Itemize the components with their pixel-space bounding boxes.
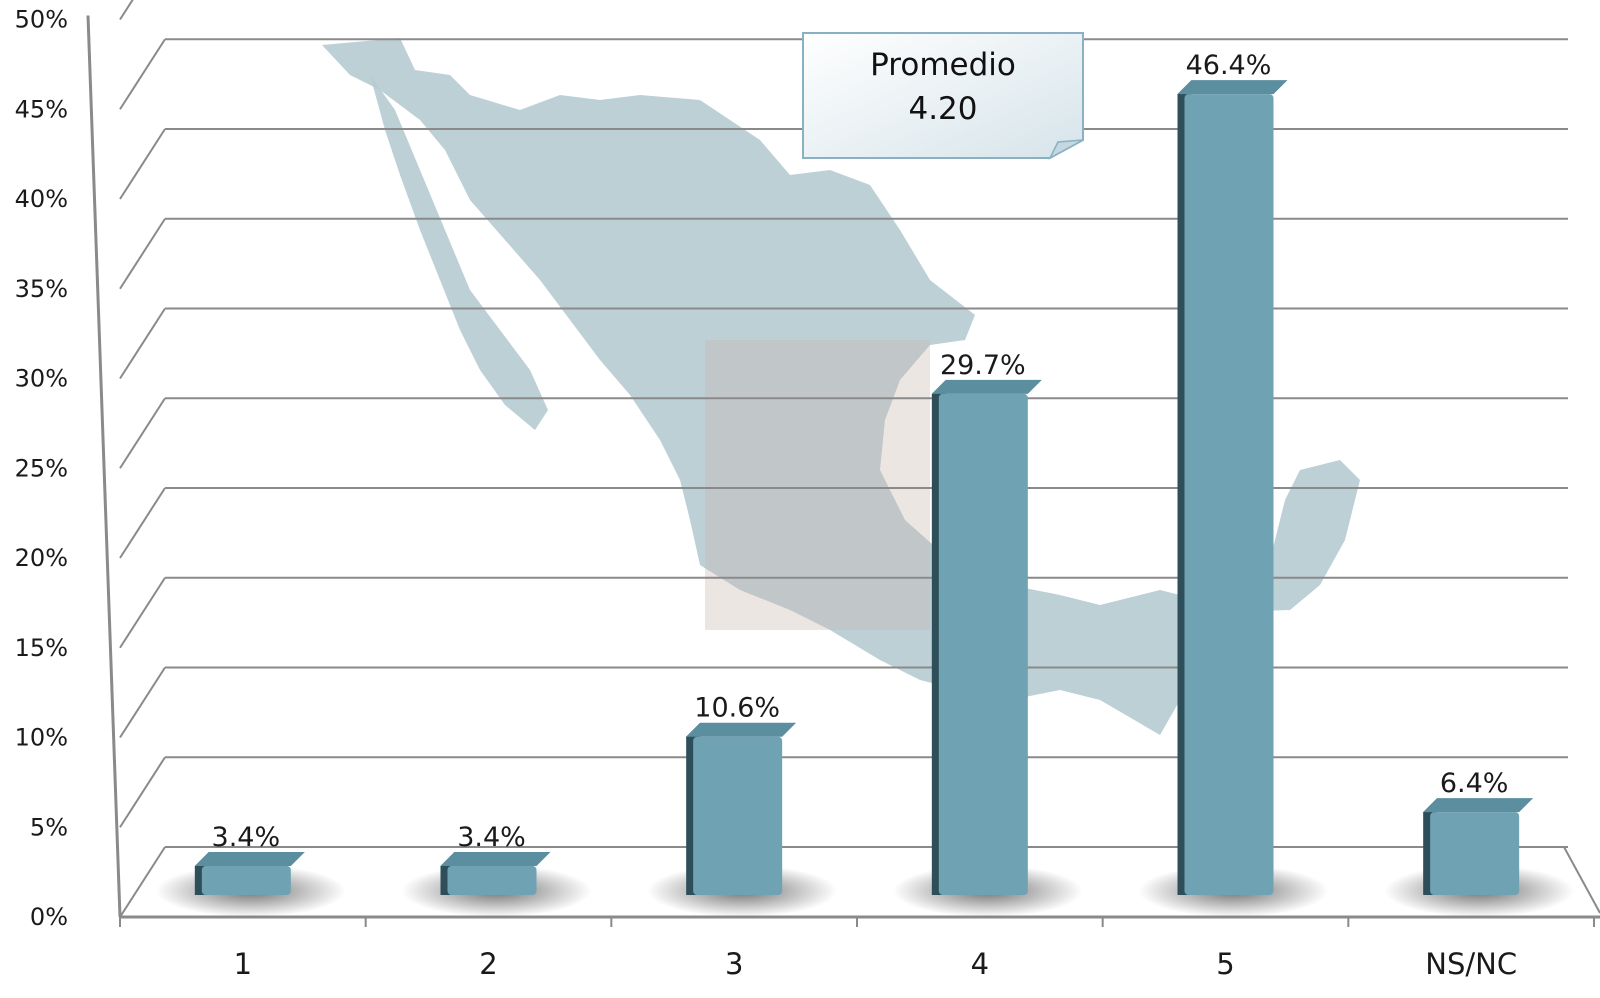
y-tick-label: 45% [15, 95, 68, 123]
data-labels: 3.4% 3.4% 10.6% 29.7% 46.4% 6.4% [212, 50, 1509, 853]
y-axis-tick-labels: 0% 5% 10% 15% 20% 25% 30% 35% 40% 45% 50% [15, 6, 68, 932]
bar-top [686, 722, 797, 737]
bar [1184, 94, 1274, 896]
bar-top [440, 851, 551, 866]
data-label: 46.4% [1186, 50, 1272, 81]
y-tick-label: 25% [15, 454, 68, 482]
x-tick-label: 2 [479, 947, 497, 981]
data-label: 10.6% [694, 693, 780, 724]
bar [1430, 812, 1520, 895]
bar-top [931, 379, 1042, 394]
y-tick-label: 0% [30, 903, 68, 931]
map-background [322, 38, 1360, 735]
callout-label: Promedio [870, 47, 1016, 83]
gridline-depth [119, 846, 166, 918]
map-peninsula [370, 75, 548, 430]
data-label: 6.4% [1440, 768, 1509, 799]
bar-top [194, 851, 305, 866]
gridline-depth [119, 397, 166, 469]
x-tick-label: 3 [725, 947, 743, 981]
x-tick-label: 4 [971, 947, 989, 981]
data-label: 29.7% [940, 350, 1026, 381]
map-silhouette [322, 38, 1360, 735]
data-label: 3.4% [212, 822, 281, 853]
bar [447, 865, 537, 895]
y-tick-label: 5% [30, 813, 68, 841]
y-tick-label: 20% [15, 544, 68, 572]
callout-fold [1048, 139, 1084, 160]
gridline-depth [119, 756, 166, 828]
axes [86, 15, 1600, 927]
gridline-depth [119, 218, 166, 290]
bar [201, 865, 291, 895]
gridline-depth [119, 38, 166, 110]
bar-top [1177, 80, 1288, 95]
y-tick-label: 35% [15, 275, 68, 303]
gridline-depth [119, 666, 166, 739]
gridline-depth [119, 307, 166, 380]
y-tick-label: 15% [15, 634, 68, 662]
voting-illustration [705, 340, 930, 630]
data-label: 3.4% [457, 822, 526, 853]
bars [155, 80, 1575, 917]
gridline-depth [119, 128, 166, 200]
bar-top [1423, 798, 1534, 813]
y-axis-line [86, 15, 122, 918]
callout-value: 4.20 [908, 91, 977, 127]
average-callout: Promedio 4.20 [802, 32, 1084, 160]
gridline-depth [119, 0, 134, 21]
x-axis-tick-labels: 1 2 3 4 5 NS/NC [234, 947, 1517, 981]
bar [693, 736, 783, 895]
x-tick-label: NS/NC [1425, 947, 1517, 981]
x-tick-label: 5 [1216, 947, 1234, 981]
y-tick-label: 10% [15, 724, 68, 752]
x-tick-label: 1 [234, 947, 252, 981]
gridline-depth [119, 577, 166, 649]
floor-edge [1563, 846, 1600, 914]
bar [938, 393, 1028, 895]
gridline-depth [119, 487, 166, 559]
y-tick-label: 30% [15, 365, 68, 393]
y-tick-label: 50% [15, 6, 68, 34]
y-tick-label: 40% [15, 185, 68, 213]
